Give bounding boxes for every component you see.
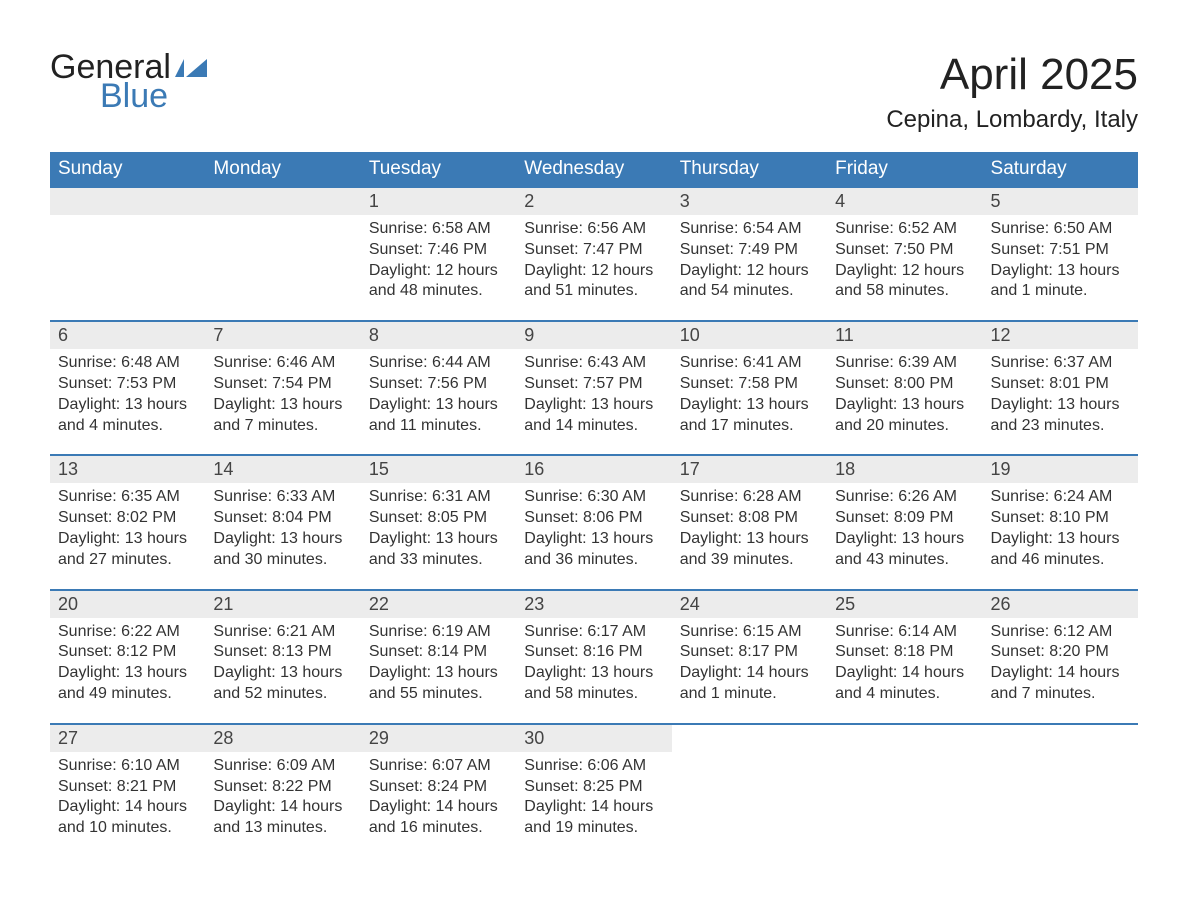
day-details-cell: Sunrise: 6:46 AM Sunset: 7:54 PM Dayligh… <box>205 349 360 455</box>
day-number-row: 13141516171819 <box>50 455 1138 483</box>
day-details-row: Sunrise: 6:35 AM Sunset: 8:02 PM Dayligh… <box>50 483 1138 589</box>
day-details-cell: Sunrise: 6:30 AM Sunset: 8:06 PM Dayligh… <box>516 483 671 589</box>
day-details-cell: Sunrise: 6:14 AM Sunset: 8:18 PM Dayligh… <box>827 618 982 724</box>
day-details-cell <box>50 215 205 321</box>
brand-name-2: Blue <box>100 79 207 113</box>
day-details-cell: Sunrise: 6:28 AM Sunset: 8:08 PM Dayligh… <box>672 483 827 589</box>
day-details-cell <box>205 215 360 321</box>
day-number-cell: 2 <box>516 187 671 215</box>
day-number-cell: 29 <box>361 724 516 752</box>
day-number-row: 12345 <box>50 187 1138 215</box>
weekday-header: Wednesday <box>516 152 671 187</box>
weekday-header: Sunday <box>50 152 205 187</box>
day-number-cell: 10 <box>672 321 827 349</box>
day-details-cell: Sunrise: 6:44 AM Sunset: 7:56 PM Dayligh… <box>361 349 516 455</box>
day-number-cell: 3 <box>672 187 827 215</box>
day-number-cell: 18 <box>827 455 982 483</box>
weekday-header: Thursday <box>672 152 827 187</box>
day-number-cell: 6 <box>50 321 205 349</box>
day-details-cell: Sunrise: 6:31 AM Sunset: 8:05 PM Dayligh… <box>361 483 516 589</box>
day-details-cell: Sunrise: 6:26 AM Sunset: 8:09 PM Dayligh… <box>827 483 982 589</box>
day-details-cell <box>827 752 982 857</box>
day-number-cell <box>205 187 360 215</box>
day-details-cell: Sunrise: 6:06 AM Sunset: 8:25 PM Dayligh… <box>516 752 671 857</box>
day-details-row: Sunrise: 6:48 AM Sunset: 7:53 PM Dayligh… <box>50 349 1138 455</box>
day-number-cell <box>827 724 982 752</box>
day-number-cell: 23 <box>516 590 671 618</box>
day-details-cell: Sunrise: 6:56 AM Sunset: 7:47 PM Dayligh… <box>516 215 671 321</box>
day-number-cell: 20 <box>50 590 205 618</box>
day-number-cell: 24 <box>672 590 827 618</box>
day-number-cell: 22 <box>361 590 516 618</box>
day-number-cell <box>983 724 1138 752</box>
day-details-cell: Sunrise: 6:41 AM Sunset: 7:58 PM Dayligh… <box>672 349 827 455</box>
day-number-row: 6789101112 <box>50 321 1138 349</box>
weekday-header: Monday <box>205 152 360 187</box>
month-title: April 2025 <box>886 50 1138 100</box>
location-subtitle: Cepina, Lombardy, Italy <box>886 106 1138 134</box>
weekday-header: Friday <box>827 152 982 187</box>
day-number-row: 27282930 <box>50 724 1138 752</box>
day-details-cell: Sunrise: 6:48 AM Sunset: 7:53 PM Dayligh… <box>50 349 205 455</box>
day-details-cell: Sunrise: 6:19 AM Sunset: 8:14 PM Dayligh… <box>361 618 516 724</box>
day-details-cell: Sunrise: 6:12 AM Sunset: 8:20 PM Dayligh… <box>983 618 1138 724</box>
day-number-cell: 9 <box>516 321 671 349</box>
day-number-cell: 15 <box>361 455 516 483</box>
day-details-cell: Sunrise: 6:50 AM Sunset: 7:51 PM Dayligh… <box>983 215 1138 321</box>
day-details-cell: Sunrise: 6:21 AM Sunset: 8:13 PM Dayligh… <box>205 618 360 724</box>
day-number-cell: 12 <box>983 321 1138 349</box>
weekday-header: Tuesday <box>361 152 516 187</box>
day-number-cell: 16 <box>516 455 671 483</box>
day-details-cell: Sunrise: 6:52 AM Sunset: 7:50 PM Dayligh… <box>827 215 982 321</box>
day-number-cell: 13 <box>50 455 205 483</box>
day-details-cell <box>672 752 827 857</box>
day-number-cell: 7 <box>205 321 360 349</box>
day-number-cell: 11 <box>827 321 982 349</box>
day-details-cell: Sunrise: 6:39 AM Sunset: 8:00 PM Dayligh… <box>827 349 982 455</box>
day-number-cell: 1 <box>361 187 516 215</box>
day-details-cell: Sunrise: 6:33 AM Sunset: 8:04 PM Dayligh… <box>205 483 360 589</box>
day-details-row: Sunrise: 6:10 AM Sunset: 8:21 PM Dayligh… <box>50 752 1138 857</box>
day-details-row: Sunrise: 6:58 AM Sunset: 7:46 PM Dayligh… <box>50 215 1138 321</box>
day-number-cell <box>50 187 205 215</box>
day-number-cell: 17 <box>672 455 827 483</box>
day-details-row: Sunrise: 6:22 AM Sunset: 8:12 PM Dayligh… <box>50 618 1138 724</box>
day-details-cell <box>983 752 1138 857</box>
day-details-cell: Sunrise: 6:07 AM Sunset: 8:24 PM Dayligh… <box>361 752 516 857</box>
day-details-cell: Sunrise: 6:24 AM Sunset: 8:10 PM Dayligh… <box>983 483 1138 589</box>
weekday-header: Saturday <box>983 152 1138 187</box>
day-details-cell: Sunrise: 6:10 AM Sunset: 8:21 PM Dayligh… <box>50 752 205 857</box>
day-number-cell: 5 <box>983 187 1138 215</box>
day-details-cell: Sunrise: 6:37 AM Sunset: 8:01 PM Dayligh… <box>983 349 1138 455</box>
day-details-cell: Sunrise: 6:54 AM Sunset: 7:49 PM Dayligh… <box>672 215 827 321</box>
day-number-cell: 25 <box>827 590 982 618</box>
day-details-cell: Sunrise: 6:43 AM Sunset: 7:57 PM Dayligh… <box>516 349 671 455</box>
page-header: General Blue April 2025 Cepina, Lombardy… <box>50 50 1138 134</box>
day-details-cell: Sunrise: 6:58 AM Sunset: 7:46 PM Dayligh… <box>361 215 516 321</box>
day-details-cell: Sunrise: 6:09 AM Sunset: 8:22 PM Dayligh… <box>205 752 360 857</box>
brand-logo: General Blue <box>50 50 207 113</box>
day-details-cell: Sunrise: 6:22 AM Sunset: 8:12 PM Dayligh… <box>50 618 205 724</box>
day-number-cell: 21 <box>205 590 360 618</box>
day-number-cell: 8 <box>361 321 516 349</box>
day-number-cell: 19 <box>983 455 1138 483</box>
day-number-cell: 26 <box>983 590 1138 618</box>
day-details-cell: Sunrise: 6:17 AM Sunset: 8:16 PM Dayligh… <box>516 618 671 724</box>
day-number-cell: 30 <box>516 724 671 752</box>
weekday-header-row: Sunday Monday Tuesday Wednesday Thursday… <box>50 152 1138 187</box>
day-details-cell: Sunrise: 6:15 AM Sunset: 8:17 PM Dayligh… <box>672 618 827 724</box>
day-number-cell: 27 <box>50 724 205 752</box>
day-number-cell: 4 <box>827 187 982 215</box>
day-number-row: 20212223242526 <box>50 590 1138 618</box>
calendar-table: Sunday Monday Tuesday Wednesday Thursday… <box>50 152 1138 857</box>
calendar-body: 12345Sunrise: 6:58 AM Sunset: 7:46 PM Da… <box>50 187 1138 857</box>
title-block: April 2025 Cepina, Lombardy, Italy <box>886 50 1138 134</box>
day-number-cell <box>672 724 827 752</box>
day-number-cell: 28 <box>205 724 360 752</box>
day-number-cell: 14 <box>205 455 360 483</box>
day-details-cell: Sunrise: 6:35 AM Sunset: 8:02 PM Dayligh… <box>50 483 205 589</box>
